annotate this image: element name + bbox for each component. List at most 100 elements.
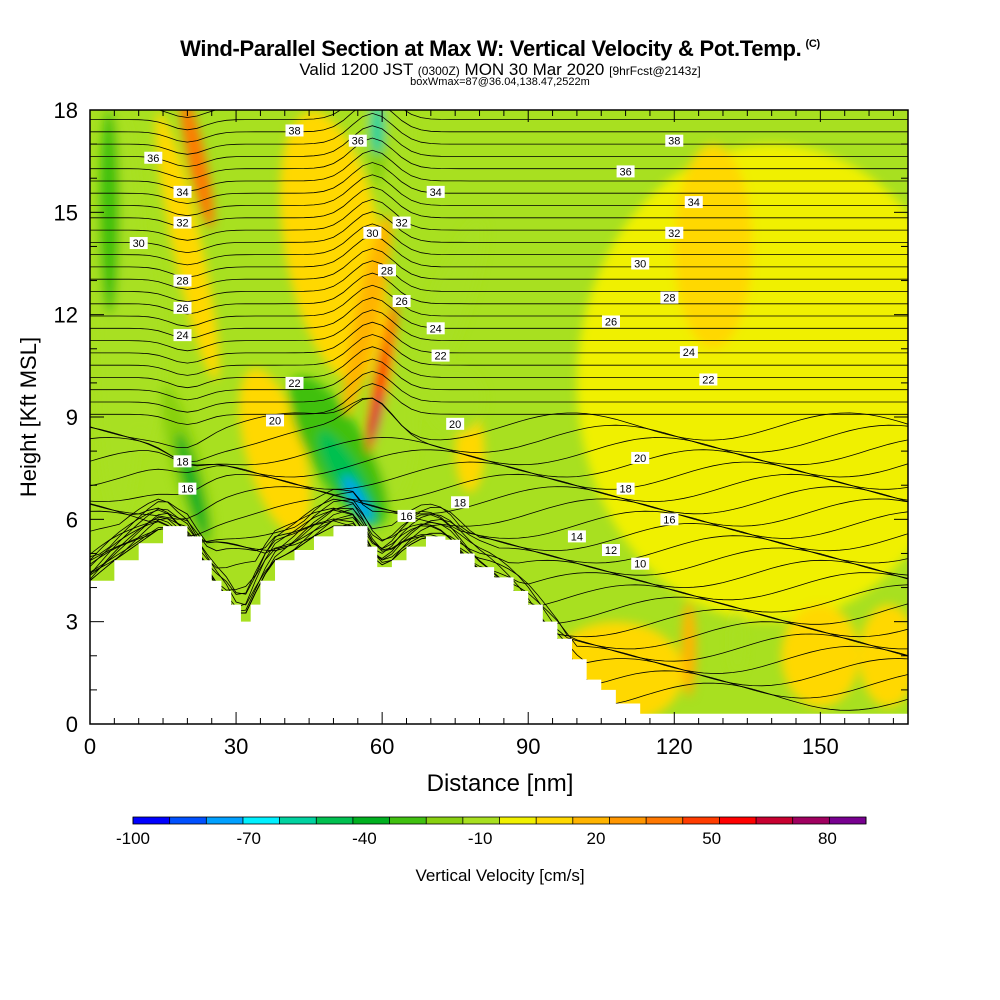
isentrope-label-bg [173, 329, 192, 342]
isentrope-label: 26 [601, 315, 620, 328]
y-axis-label: Height [Kft MSL] [16, 337, 41, 497]
isentrope-line [90, 498, 908, 601]
isentrope-label-bg [660, 291, 679, 304]
colorbar-swatch [719, 817, 757, 824]
isentrope-label: 32 [173, 216, 192, 230]
isentrope-line [90, 508, 908, 638]
colorbar-swatch [829, 817, 867, 824]
velocity-cell [674, 144, 753, 349]
velocity-cell [343, 475, 373, 523]
velocity-cell [371, 390, 383, 444]
colorbar-swatch [682, 817, 720, 824]
isentrope-label-bg [660, 513, 679, 526]
isentrope-line [90, 137, 908, 180]
isentrope-line [90, 437, 908, 467]
isentrope-line [90, 297, 908, 339]
isentrope-label: 16 [660, 513, 679, 526]
velocity-cell [366, 346, 388, 454]
isentrope-label: 16 [178, 482, 197, 496]
isentrope-label-text: 34 [176, 187, 188, 199]
isentrope-line [90, 488, 908, 537]
isentrope-line [90, 284, 908, 327]
isentrope-label-bg [173, 185, 192, 198]
isentrope-line [90, 449, 908, 478]
isentrope-label: 36 [144, 151, 163, 165]
isentrope-line [90, 110, 908, 131]
isentrope-line [90, 174, 908, 217]
chart-subtitle: Valid 1200 JST (0300Z) MON 30 Mar 2020 [… [299, 60, 701, 79]
velocity-cell [155, 112, 220, 380]
isentrope-label-bg [392, 216, 411, 229]
isentrope-label-text: 18 [619, 484, 631, 496]
velocity-cell [99, 110, 120, 315]
colorbar-swatch [462, 817, 500, 824]
isentrope-label: 12 [601, 544, 620, 557]
isentrope-label: 28 [173, 274, 192, 288]
isentrope-label: 34 [684, 196, 703, 209]
isentrope-label-bg [616, 165, 635, 178]
isentrope-line [90, 64, 908, 105]
isentrope-line [90, 125, 908, 168]
isentrope-label-bg [616, 482, 635, 495]
isentrope-line [90, 186, 908, 229]
isentrope-label-text: 36 [619, 166, 631, 178]
isentrope-label-text: 10 [634, 559, 646, 571]
isentrope-label: 34 [173, 185, 192, 199]
isentrope-label: 26 [392, 295, 411, 308]
x-tick-label: 120 [656, 734, 693, 759]
isentrope-line [90, 211, 908, 254]
isentrope-label-text: 34 [688, 197, 700, 209]
colorbar-tick-label: -100 [116, 829, 150, 848]
isentrope-label: 30 [129, 237, 148, 250]
y-tick-label: 3 [66, 610, 78, 635]
isentrope-label-bg [285, 124, 304, 137]
isentrope-label: 22 [431, 349, 450, 363]
x-axis-label: Distance [nm] [427, 770, 574, 797]
colorbar-tick-label: -10 [468, 829, 493, 848]
isentrope-label: 24 [679, 346, 698, 359]
isentrope-line [90, 520, 908, 662]
isentrope-label-text: 20 [269, 415, 281, 427]
isentrope-label-text: 28 [381, 265, 393, 277]
isentrope-label-bg [397, 509, 416, 522]
isentrope-label-text: 22 [702, 374, 714, 386]
isentrope-label-text: 38 [668, 136, 680, 148]
velocity-cell [681, 601, 697, 697]
colorbar-swatch [206, 817, 244, 824]
isentrope-label: 18 [451, 496, 470, 509]
isentrope-label-bg [684, 196, 703, 209]
isentrope-label-text: 38 [288, 125, 300, 137]
isentrope-line [90, 248, 908, 290]
isentrope-label-text: 20 [449, 419, 461, 431]
isentrope-label-bg [173, 216, 192, 229]
isentrope-label: 32 [392, 216, 411, 230]
isentrope-label: 18 [173, 455, 192, 468]
isentrope-line [90, 223, 908, 266]
isentrope-label-text: 32 [668, 228, 680, 240]
colorbar-swatch [609, 817, 647, 824]
isentrope-label-bg [144, 151, 163, 164]
colorbar-swatch [646, 817, 684, 824]
isentrope-label-bg [567, 530, 586, 543]
isentrope-line [90, 52, 908, 93]
isentrope-line [90, 486, 908, 520]
isentrope-line [90, 309, 908, 352]
terrain-fill [90, 526, 908, 724]
isentrope-line [90, 149, 908, 192]
isentrope-label-text: 30 [133, 238, 145, 250]
isentrope-label: 30 [363, 226, 382, 240]
isentrope-label-bg [129, 237, 148, 250]
isentrope-label: 10 [631, 557, 650, 571]
isentrope-line [90, 370, 908, 413]
isentrope-label-bg [173, 301, 192, 314]
isentrope-label-bg [426, 322, 445, 335]
isentrope-label-bg [665, 134, 684, 147]
colorbar-tick-label: -40 [352, 829, 377, 848]
isentrope-label: 20 [446, 417, 465, 431]
isentrope-label-bg [173, 455, 192, 468]
isentrope-line [90, 260, 908, 303]
isentrope-label-text: 34 [430, 187, 442, 199]
isentrope-label-bg [426, 185, 445, 198]
x-tick-label: 90 [516, 734, 540, 759]
